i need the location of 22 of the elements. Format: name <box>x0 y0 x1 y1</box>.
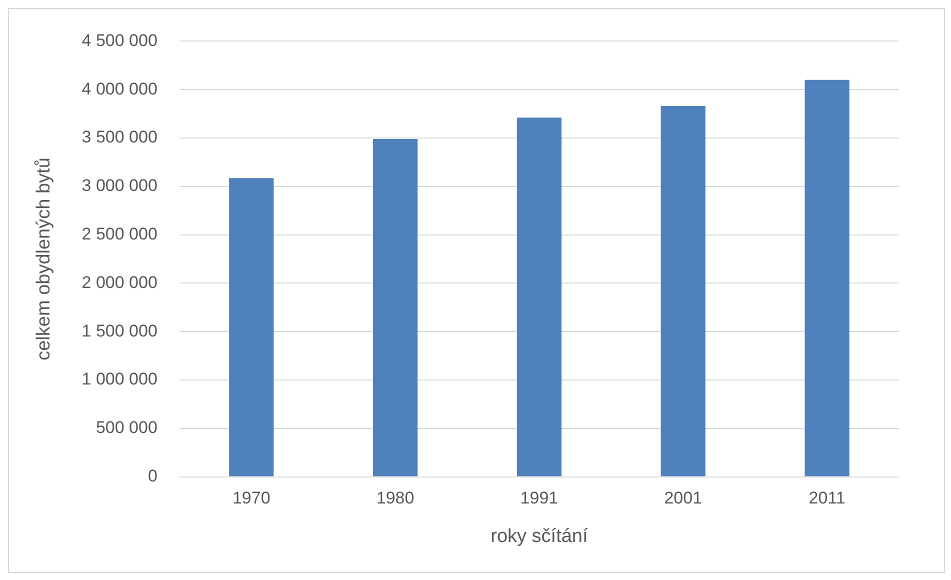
y-axis-title: celkem obydlených bytů <box>34 158 55 360</box>
x-tick-label: 2011 <box>808 488 846 508</box>
x-tick-label: 1980 <box>376 488 414 508</box>
x-tick-label: 2001 <box>664 488 702 508</box>
x-axis-title: roky sčítání <box>490 526 588 547</box>
y-tick-label: 500 000 <box>96 418 158 438</box>
y-tick-label: 0 <box>148 466 158 486</box>
bar <box>804 80 850 476</box>
bar <box>660 106 706 476</box>
x-tick-label: 1970 <box>232 488 270 508</box>
x-tick-label: 1991 <box>520 488 558 508</box>
y-tick-label: 4 000 000 <box>82 79 158 98</box>
y-tick-label: 2 500 000 <box>82 224 158 244</box>
y-tick-label: 1 500 000 <box>82 321 158 340</box>
y-tick-label: 3 500 000 <box>82 128 158 147</box>
y-tick-label: 1 000 000 <box>82 370 158 389</box>
y-tick-label: 3 000 000 <box>82 176 158 196</box>
bar <box>516 118 562 476</box>
bar <box>372 138 418 476</box>
y-tick-label: 4 500 000 <box>82 30 158 50</box>
bar <box>229 178 274 476</box>
y-tick-label: 2 000 000 <box>82 272 158 292</box>
